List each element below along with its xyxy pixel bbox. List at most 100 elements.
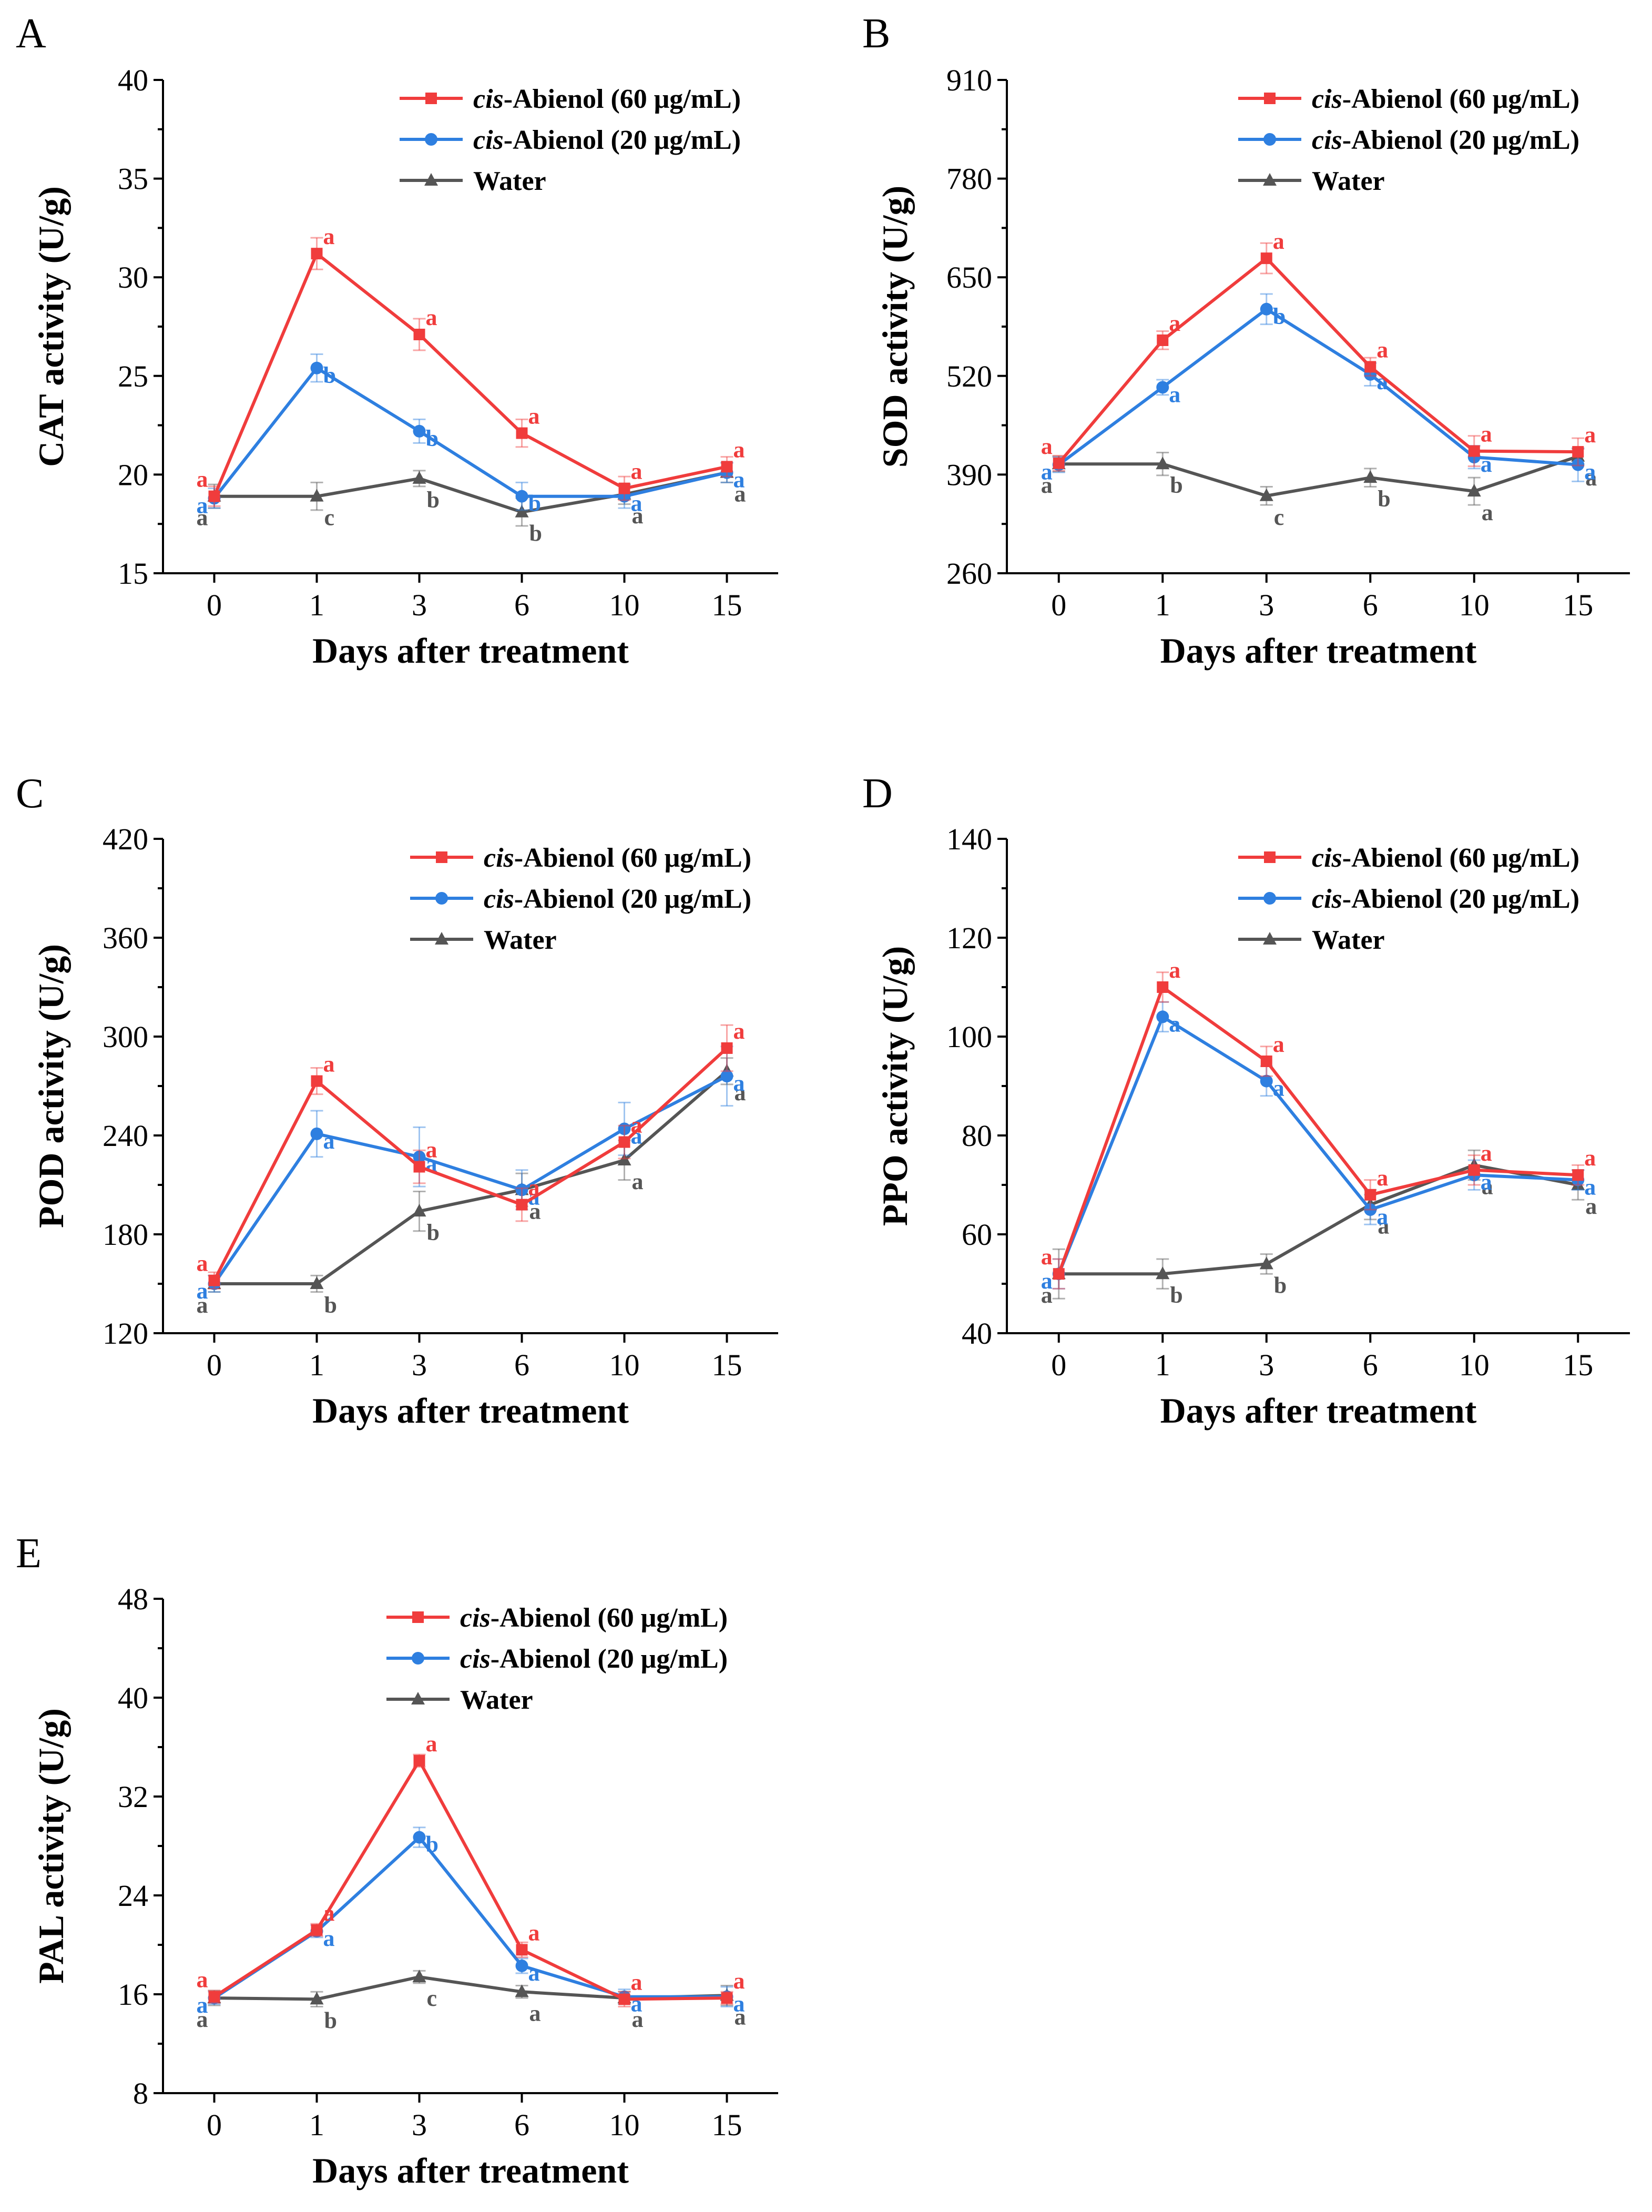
- legend-label-italic: cis: [1312, 84, 1342, 114]
- y-tick-label: 40: [962, 1316, 992, 1351]
- x-tick-label: 3: [412, 2108, 427, 2142]
- legend-label-rest: -Abienol (20 μg/mL): [504, 125, 741, 155]
- x-tick-label: 15: [712, 588, 742, 622]
- significance-letter: a: [323, 1900, 335, 1926]
- x-tick-label: 15: [1563, 588, 1593, 622]
- significance-letter: a: [1376, 337, 1388, 362]
- data-point-circle: [1156, 1010, 1169, 1023]
- significance-letter: a: [735, 1080, 746, 1105]
- data-point-triangle: [412, 1204, 426, 1217]
- legend-label-italic: cis: [1312, 125, 1342, 155]
- legend-marker-square: [436, 851, 447, 863]
- data-point-circle: [515, 490, 528, 503]
- panel-e: E 8 16 24 32 40 48 0 1 3 6 10 15 Days after treatment…: [16, 1530, 778, 2190]
- legend-marker-circle: [1263, 892, 1276, 905]
- legend-label-rest: Water: [484, 925, 557, 955]
- significance-letter: a: [632, 2006, 644, 2032]
- x-tick-label: 3: [412, 588, 427, 622]
- legend-marker-square: [1264, 93, 1276, 104]
- legend-label-italic: cis: [1312, 884, 1342, 914]
- series-line-s60: [1057, 986, 1578, 1275]
- data-point-square: [721, 1042, 733, 1054]
- legend-marker-triangle: [1263, 173, 1277, 186]
- data-point-circle: [1364, 1203, 1377, 1216]
- significance-letter: b: [324, 2007, 337, 2033]
- significance-letter: b: [1273, 303, 1286, 329]
- x-tick-label: 0: [1051, 588, 1066, 622]
- significance-letter: b: [426, 425, 439, 451]
- data-point-square: [1468, 445, 1480, 457]
- significance-letter: b: [427, 1220, 440, 1245]
- legend-label: cis-Abienol (60 μg/mL): [1312, 843, 1579, 873]
- significance-letter: b: [529, 521, 542, 546]
- data-point-triangle: [412, 471, 426, 484]
- series-line-s20: [1058, 307, 1578, 466]
- y-tick-label: 32: [118, 1780, 148, 1814]
- y-tick-label: 40: [118, 1681, 148, 1715]
- panel-letter: C: [16, 770, 44, 817]
- data-point-circle: [515, 1183, 528, 1196]
- y-tick-label: 16: [118, 1977, 148, 2012]
- legend-label: cis-Abienol (60 μg/mL): [460, 1603, 728, 1633]
- data-point-square: [1260, 252, 1272, 265]
- y-tick-label: 780: [946, 162, 992, 196]
- x-tick-label: 3: [1259, 1348, 1274, 1382]
- significance-letter: a: [1584, 1145, 1596, 1171]
- legend-label: Water: [460, 1685, 533, 1715]
- x-tick-label: 1: [309, 588, 324, 622]
- data-point-circle: [310, 1127, 323, 1140]
- significance-letter: a: [631, 491, 643, 516]
- legend-label: cis-Abienol (60 μg/mL): [473, 84, 741, 114]
- y-tick-label: 120: [946, 921, 992, 955]
- data-point-square: [1053, 1268, 1065, 1280]
- series-line-water: [1058, 454, 1579, 498]
- data-point-circle: [310, 361, 323, 374]
- legend-label: cis-Abienol (20 μg/mL): [460, 1644, 728, 1674]
- panel-letter: D: [862, 770, 893, 817]
- significance-letter: a: [197, 1278, 208, 1304]
- x-tick-label: 1: [309, 2108, 324, 2142]
- x-tick-label: 3: [1259, 588, 1274, 622]
- legend-label: Water: [1312, 166, 1385, 196]
- significance-letter: b: [1378, 486, 1390, 512]
- y-tick-label: 140: [946, 822, 992, 856]
- x-tick-label: 1: [1155, 588, 1170, 622]
- significance-letter: b: [426, 1832, 439, 1858]
- legend-label: cis-Abienol (20 μg/mL): [484, 884, 751, 914]
- significance-letter: b: [1170, 472, 1182, 498]
- x-tick-label: 3: [412, 1348, 427, 1382]
- significance-letter: b: [528, 491, 541, 516]
- y-tick-label: 48: [118, 1582, 148, 1616]
- significance-letter: a: [733, 467, 745, 493]
- legend-marker-circle: [412, 1652, 424, 1665]
- data-point-triangle: [1156, 1266, 1170, 1280]
- legend-label-rest: -Abienol (60 μg/mL): [504, 84, 741, 114]
- significance-letter: a: [197, 505, 208, 531]
- y-tick-label: 360: [103, 921, 148, 955]
- significance-letter: a: [1482, 500, 1493, 525]
- significance-letter: a: [1585, 465, 1597, 491]
- significance-letter: a: [632, 503, 644, 529]
- significance-letter: a: [197, 2006, 208, 2032]
- data-point-circle: [1260, 302, 1273, 316]
- significance-letter: a: [323, 1925, 335, 1951]
- data-point-square: [618, 1993, 630, 2005]
- significance-letter: a: [529, 1198, 541, 1224]
- significance-letter: a: [632, 1169, 644, 1194]
- significance-letter: a: [735, 481, 746, 507]
- x-tick-label: 1: [309, 1348, 324, 1382]
- legend-label-italic: cis: [460, 1603, 491, 1633]
- data-point-circle: [1156, 381, 1169, 394]
- y-tick-label: 80: [962, 1119, 992, 1153]
- y-axis-title: PPO activity (U/g): [875, 946, 915, 1226]
- significance-letter: a: [197, 1292, 208, 1318]
- series-line-s60: [212, 1047, 728, 1282]
- significance-letter: a: [1585, 1193, 1597, 1219]
- y-tick-label: 100: [946, 1020, 992, 1054]
- data-point-triangle: [1259, 1256, 1273, 1270]
- legend-label-rest: -Abienol (20 μg/mL): [491, 1644, 728, 1674]
